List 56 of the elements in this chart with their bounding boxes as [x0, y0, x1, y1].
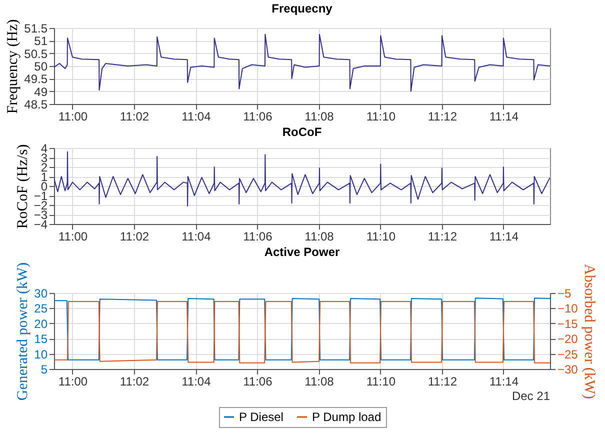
- chart-title: Frequecny: [272, 2, 333, 16]
- y-tick-label: 15: [34, 332, 48, 346]
- y2-tick-label: −5: [558, 286, 572, 300]
- y-tick-label: 5: [40, 362, 48, 376]
- x-tick-label: 11:08: [304, 110, 334, 124]
- x-tick-label: 11:00: [58, 110, 88, 124]
- x-tick-label: 11:02: [120, 374, 150, 388]
- x-tick-label: 11:06: [243, 230, 273, 244]
- line-series: [54, 151, 550, 206]
- line-series: [54, 34, 550, 92]
- x-tick-label: 11:14: [489, 230, 519, 244]
- x-tick-label: 11:14: [489, 110, 519, 124]
- x-tick-label: 11:10: [366, 374, 396, 388]
- y-tick-label: 10: [34, 347, 48, 362]
- x-tick-label: 11:12: [428, 230, 458, 244]
- y2-tick-label: −10: [558, 302, 578, 316]
- y-tick-label: 20: [34, 316, 48, 331]
- legend-label: P Dump load: [312, 410, 382, 424]
- x-tick-label: 11:04: [182, 230, 212, 244]
- y-tick-label: 48.5: [24, 98, 48, 112]
- y2-tick-label: −15: [558, 316, 578, 331]
- y2-tick-label: −20: [558, 332, 578, 346]
- x-tick-label: 11:10: [366, 230, 396, 244]
- y-axis-title: Generated power (kW): [15, 262, 32, 401]
- x-tick-label: 11:08: [304, 374, 334, 388]
- x-tick-label: 11:04: [182, 374, 212, 388]
- text: Dec 21: [512, 389, 550, 403]
- x-tick-label: 11:12: [428, 374, 458, 388]
- x-tick-label: 11:08: [304, 230, 334, 244]
- x-tick-label: 11:10: [366, 110, 396, 124]
- x-tick-label: 11:14: [489, 374, 519, 388]
- legend-label: P Diesel: [239, 410, 284, 424]
- y2-tick-label: −30: [558, 362, 578, 376]
- y-tick-label: 49.5: [24, 72, 48, 86]
- x-tick-label: 11:02: [120, 230, 150, 244]
- x-tick-label: 11:06: [243, 374, 273, 388]
- y-tick-label: 51: [34, 34, 48, 48]
- chart-title: Active Power: [264, 244, 340, 259]
- y-axis-title: RoCoF (Hz/s): [14, 144, 31, 229]
- x-tick-label: 11:02: [120, 110, 150, 124]
- y-axis-title: Frequency (Hz): [5, 19, 22, 114]
- y-tick-label: 25: [34, 302, 48, 316]
- y-tick-label: 50.5: [24, 46, 48, 61]
- x-tick-label: 11:12: [428, 110, 458, 124]
- y-tick-label: 50: [34, 60, 48, 74]
- x-tick-label: 11:00: [58, 374, 88, 388]
- x-tick-label: 11:04: [182, 110, 212, 124]
- y2-tick-label: −25: [558, 347, 578, 362]
- y-tick-label: 51.5: [24, 22, 48, 36]
- x-tick-label: 11:06: [243, 110, 273, 124]
- y-tick-label: 49: [34, 84, 48, 99]
- chart-title: RoCoF: [282, 125, 322, 139]
- x-tick-label: 11:00: [58, 230, 88, 244]
- y-tick-label: 30: [34, 286, 48, 300]
- y2-axis-title: Absorbed power (kW): [580, 264, 597, 399]
- y-tick-label: −4: [34, 218, 48, 232]
